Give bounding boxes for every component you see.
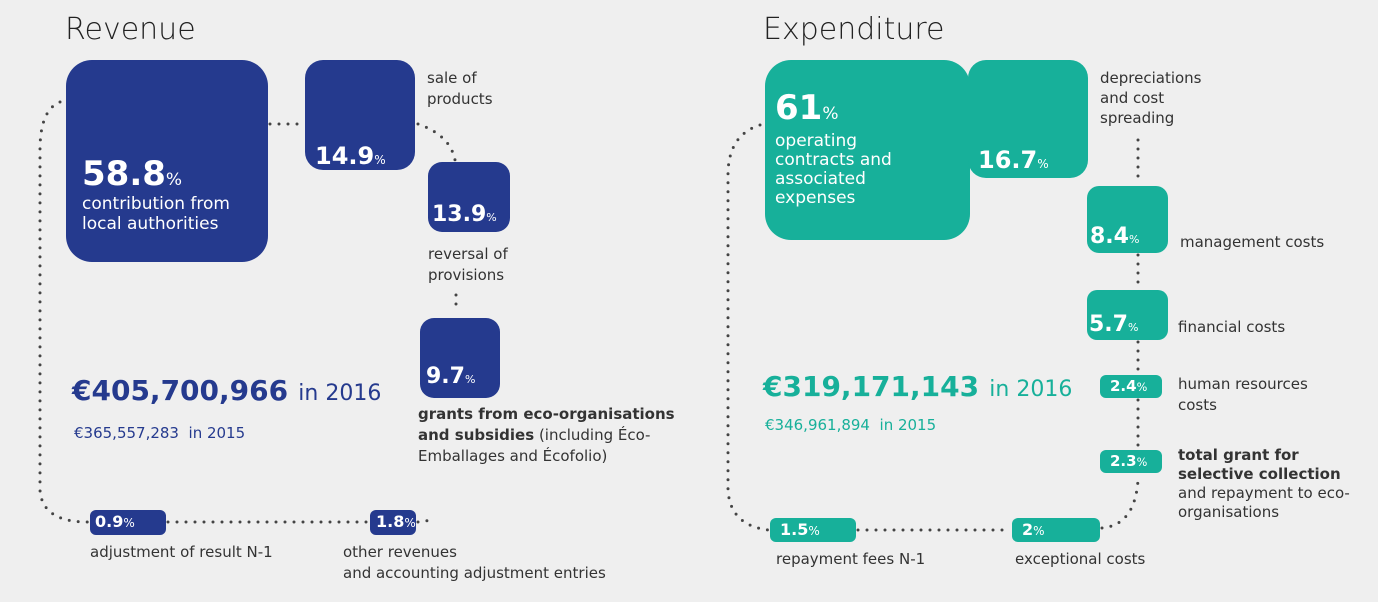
label: reversal of provisions (428, 245, 508, 284)
label: human resources costs (1178, 375, 1308, 414)
label: repayment fees N-1 (776, 550, 926, 568)
number: 2.4 (1110, 377, 1137, 395)
year: in 2016 (298, 381, 382, 406)
number: 0.9 (95, 512, 124, 531)
value: 1.8% (376, 512, 416, 531)
number: 9.7 (426, 364, 465, 389)
unit: % (822, 104, 839, 124)
box: 16.7% (968, 60, 1088, 178)
label: total grant for selective collection and… (1178, 446, 1373, 522)
box: 1.5% (770, 518, 856, 542)
value: 1.5% (780, 520, 820, 539)
unit: % (486, 211, 497, 224)
box: 8.4% (1087, 186, 1168, 253)
label-bold: other revenues (343, 543, 457, 561)
dotted-line (38, 100, 90, 524)
label: adjustment of result N-1 (90, 543, 273, 561)
label-text: (including Éco-Emballages and Écofolio) (418, 426, 651, 465)
year: in 2015 (188, 424, 246, 442)
label-bold: grants from eco-organisations and subsid… (418, 405, 675, 444)
number: 8.4 (1090, 224, 1129, 249)
unit: % (1033, 524, 1045, 538)
value: 58.8% (82, 154, 182, 194)
unit: % (1127, 321, 1139, 334)
box: 9.7% (420, 318, 500, 398)
unit: % (1037, 157, 1049, 171)
unit: % (404, 516, 416, 530)
label: exceptional costs (1015, 550, 1146, 568)
box: 61% operating contracts and associated e… (765, 60, 970, 240)
label: other revenues and accounting adjustment … (343, 542, 643, 584)
dotted-line (416, 518, 434, 524)
label-text: and repayment to eco-organisations (1178, 484, 1350, 521)
dotted-line (416, 122, 457, 162)
previous: €365,557,283 in 2015 (74, 424, 245, 442)
value: 9.7% (426, 364, 475, 389)
title: Revenue (65, 12, 196, 47)
box: 2.4% (1100, 375, 1162, 398)
value: 14.9% (315, 142, 386, 170)
amount: €365,557,283 (74, 424, 179, 442)
year: in 2016 (989, 377, 1073, 402)
amount: €346,961,894 (765, 416, 870, 434)
unit: % (123, 516, 135, 530)
label: contribution from local authorities (82, 194, 230, 234)
value: 13.9% (432, 202, 497, 227)
value: 0.9% (95, 512, 135, 531)
total: €319,171,143 in 2016 (763, 370, 1072, 403)
box: 13.9% (428, 162, 510, 232)
dotted-line (1100, 478, 1140, 530)
number: 2.3 (1110, 452, 1137, 470)
unit: % (374, 153, 386, 167)
label: grants from eco-organisations and subsid… (418, 404, 708, 467)
number: 13.9 (432, 202, 487, 227)
value: 2.4% (1110, 377, 1147, 395)
unit: % (1136, 456, 1148, 469)
box: 1.8% (370, 510, 416, 535)
unit: % (464, 373, 476, 386)
title: Expenditure (763, 12, 945, 47)
amount: €319,171,143 (763, 370, 980, 403)
box: 58.8% contribution from local authoritie… (66, 60, 268, 262)
number: 61 (775, 88, 823, 128)
value: 2% (1022, 520, 1045, 539)
value: 8.4% (1090, 224, 1139, 249)
number: 58.8 (82, 154, 166, 194)
label-bold: total grant for selective collection (1178, 446, 1341, 483)
number: 1.8 (376, 512, 405, 531)
label: sale of products (427, 69, 493, 108)
label: operating contracts and associated expen… (775, 131, 892, 208)
unit: % (1128, 233, 1140, 246)
number: 5.7 (1089, 312, 1128, 337)
unit: % (808, 524, 820, 538)
value: 5.7% (1089, 312, 1138, 337)
label: management costs (1180, 233, 1325, 251)
dotted-line (726, 123, 770, 532)
year: in 2015 (879, 416, 937, 434)
total: €405,700,966 in 2016 (72, 374, 381, 407)
label-text: and accounting adjustment entries (343, 564, 606, 582)
box: 14.9% (305, 60, 415, 170)
unit: % (1136, 381, 1148, 394)
amount: €405,700,966 (72, 374, 289, 407)
number: 16.7 (978, 146, 1038, 174)
value: 16.7% (978, 146, 1049, 174)
value: 61% (775, 88, 838, 128)
unit: % (165, 170, 183, 190)
number: 1.5 (780, 520, 809, 539)
box: 2.3% (1100, 450, 1162, 473)
box: 2% (1012, 518, 1100, 542)
label: financial costs (1178, 318, 1286, 336)
label: depreciations and cost spreading (1100, 69, 1202, 127)
box: 5.7% (1087, 290, 1168, 340)
number: 2 (1022, 520, 1034, 539)
number: 14.9 (315, 142, 375, 170)
value: 2.3% (1110, 452, 1147, 470)
box: 0.9% (90, 510, 166, 535)
previous: €346,961,894 in 2015 (765, 416, 936, 434)
